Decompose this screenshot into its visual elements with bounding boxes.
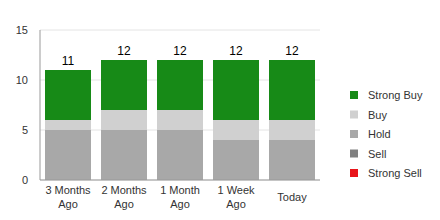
label-line: 1 Week xyxy=(217,184,255,196)
x-tick-label: 1 Month Ago xyxy=(160,184,200,210)
x-tick-label: 3 Months Ago xyxy=(45,184,91,210)
y-tick-label: 0 xyxy=(22,174,28,186)
y-tick-label: 5 xyxy=(22,124,28,136)
y-tick-label: 15 xyxy=(16,24,28,36)
legend-label: Hold xyxy=(368,128,391,140)
legend-label: Sell xyxy=(368,148,386,160)
bar-segment xyxy=(101,110,147,130)
x-tick-label: Today xyxy=(277,191,307,203)
bar-segment xyxy=(101,60,147,110)
bar-segment xyxy=(45,120,91,130)
bar-segment xyxy=(157,60,203,110)
x-tick-label: 1 Week Ago xyxy=(217,184,255,210)
bar-segment xyxy=(269,140,315,180)
bar-segment xyxy=(157,110,203,130)
bar-segment xyxy=(269,120,315,140)
bar-segment xyxy=(213,140,259,180)
bar-segment xyxy=(45,130,91,180)
y-axis xyxy=(40,30,41,180)
label-line: Ago xyxy=(58,198,78,210)
label-line: 2 Months xyxy=(101,184,147,196)
x-tick-label: 2 Months Ago xyxy=(101,184,147,210)
bar-segment xyxy=(213,120,259,140)
total-label: 12 xyxy=(117,44,131,58)
legend-swatch xyxy=(350,169,358,177)
label-line: 1 Month xyxy=(160,184,200,196)
label-line: Ago xyxy=(170,198,190,210)
legend-label: Buy xyxy=(368,109,387,121)
legend-swatch xyxy=(350,91,358,99)
label-line: 3 Months xyxy=(45,184,91,196)
legend-label: Strong Buy xyxy=(368,89,423,101)
legend-swatch xyxy=(350,150,358,158)
bar-segment xyxy=(269,60,315,120)
total-label: 11 xyxy=(62,54,75,68)
label-line: Ago xyxy=(226,198,246,210)
grid-line xyxy=(40,30,320,31)
legend-swatch xyxy=(350,111,358,119)
legend-swatch xyxy=(350,130,358,138)
bar-segment xyxy=(157,130,203,180)
chart: 05101511121212123 MonthsAgo2 MonthsAgo1 … xyxy=(0,0,440,220)
x-axis xyxy=(40,180,320,181)
legend-label: Strong Sell xyxy=(368,167,422,179)
total-label: 12 xyxy=(229,44,243,58)
label-line: Ago xyxy=(114,198,134,210)
bar-segment xyxy=(45,70,91,120)
total-label: 12 xyxy=(173,44,187,58)
y-tick-label: 10 xyxy=(16,74,28,86)
grid-line xyxy=(40,180,320,181)
bar-segment xyxy=(213,60,259,120)
bar-segment xyxy=(101,130,147,180)
total-label: 12 xyxy=(285,44,299,58)
